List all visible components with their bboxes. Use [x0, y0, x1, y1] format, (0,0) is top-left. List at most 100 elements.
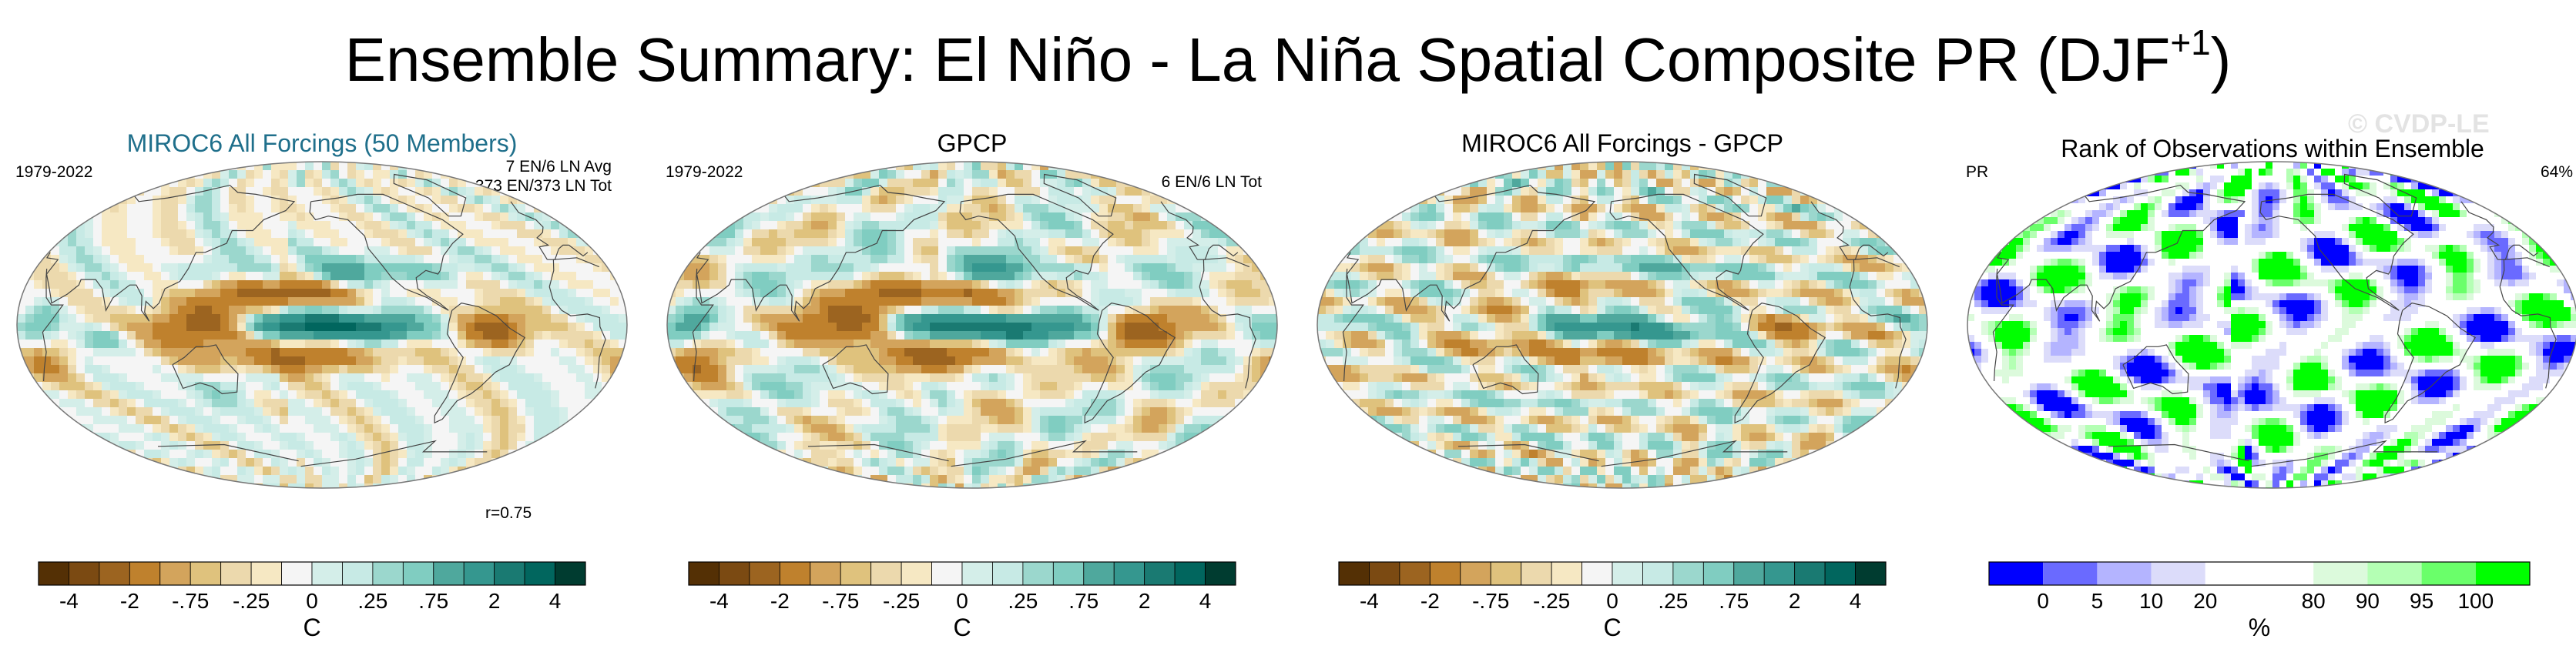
- coastline-au: [2122, 344, 2189, 395]
- colorbar-tick-label: .75: [418, 589, 448, 613]
- colorbar-swatch: [1521, 561, 1552, 586]
- coastline-eu: [510, 201, 550, 260]
- colorbar-swatch: [524, 561, 555, 586]
- colorbar-swatch: [840, 561, 872, 586]
- colorbar-unit: C: [1603, 614, 1621, 641]
- colorbar-tick-label: 0: [956, 589, 968, 613]
- colorbar-swatch: [1022, 561, 1054, 586]
- colorbar-unit: %: [2249, 614, 2270, 641]
- coastline-sa: [1734, 303, 1826, 424]
- coastline-eu: [696, 184, 946, 322]
- colorbar-unit: C: [303, 614, 320, 641]
- event-count-total: 373 EN/373 LN Tot: [475, 177, 612, 195]
- colorbar-tick-label: 2: [1139, 589, 1151, 613]
- panel-miroc6: MIROC6 All Forcings (50 Members) 1979-20…: [0, 0, 644, 659]
- colorbar-swatch: [719, 561, 750, 586]
- colorbar-swatch: [1672, 561, 1704, 586]
- colorbar-swatch: [1369, 561, 1400, 586]
- colorbar-swatch: [402, 561, 434, 586]
- colorbar-tick-label: 0: [2037, 589, 2049, 613]
- colorbar-swatch: [2475, 562, 2530, 585]
- coastline-eu: [45, 184, 296, 322]
- panel-title: GPCP: [937, 129, 1008, 157]
- colorbar-tick-label: -.75: [1472, 589, 1509, 613]
- colorbar-tick-label: -.25: [883, 589, 920, 613]
- colorbar-swatch: [433, 561, 465, 586]
- colorbar-swatch: [1113, 561, 1145, 586]
- colorbar-swatch: [69, 561, 100, 586]
- coastline-an: [300, 440, 488, 467]
- coastline-an: [2251, 440, 2438, 467]
- coastline-eu: [547, 244, 589, 260]
- coastline-eu: [1197, 244, 1239, 260]
- coastline-eu: [1996, 184, 2246, 322]
- colorbar-swatch: [779, 561, 811, 586]
- map-border: [1317, 161, 1928, 489]
- coastline-af: [1849, 286, 1907, 389]
- map-border: [666, 161, 1278, 489]
- colorbar-tick-label: -4: [709, 589, 729, 613]
- colorbar-swatch: [1989, 562, 2044, 585]
- variable-label: PR: [1966, 163, 1989, 181]
- colorbar: 0 5 10 20 80 90 95 100%: [1988, 561, 2531, 641]
- map: [1967, 161, 2576, 489]
- figure-title: Ensemble Summary: El Niño - La Niña Spat…: [344, 22, 2232, 94]
- colorbar-swatch: [190, 561, 222, 586]
- colorbar-tick-label: 5: [2091, 589, 2104, 613]
- colorbar-tick-label: 20: [2193, 589, 2217, 613]
- colorbar-tick-label: 0: [1606, 589, 1618, 613]
- panel-difference: MIROC6 All Forcings - GPCP -4 -2 -.75 -.25 0…: [1300, 0, 1944, 659]
- colorbar-tick-label: .75: [1719, 589, 1749, 613]
- colorbar-swatch: [992, 561, 1024, 586]
- period-label: 1979-2022: [666, 163, 743, 181]
- colorbar-tick-label: -4: [59, 589, 79, 613]
- percent-label: 64%: [2540, 163, 2573, 181]
- coastline-af: [2499, 286, 2557, 389]
- colorbar-swatch: [2097, 562, 2152, 585]
- coastline-eu: [1346, 184, 1596, 322]
- colorbar-tick-label: -2: [1420, 589, 1440, 613]
- colorbar: -4 -2 -.75 -.25 0 .25 .75 2 4 C: [38, 561, 586, 641]
- coastline-au: [1472, 344, 1539, 395]
- coastline-an: [1457, 443, 1599, 462]
- colorbar-tick-label: -2: [120, 589, 139, 613]
- colorbar-tick-label: 2: [488, 589, 501, 613]
- coastline-an: [2108, 443, 2249, 462]
- colorbar-swatch: [1581, 561, 1613, 586]
- colorbar-swatch: [250, 561, 282, 586]
- pattern-correlation: r=0.75: [485, 504, 532, 522]
- colorbar-tick-label: 80: [2302, 589, 2326, 613]
- colorbar-tick-label: 4: [1199, 589, 1212, 613]
- colorbar-swatch: [2151, 562, 2205, 585]
- coastline-af: [42, 268, 64, 382]
- colorbar-tick-label: -.75: [822, 589, 859, 613]
- map: [1317, 161, 1928, 489]
- event-count-total: 6 EN/6 LN Tot: [1161, 173, 1262, 191]
- colorbar-swatch: [1551, 561, 1582, 586]
- panel-title: Rank of Observations within Ensemble: [2061, 135, 2484, 162]
- colorbar-tick-label: -.25: [233, 589, 270, 613]
- colorbar-swatch: [1429, 561, 1461, 586]
- coastline-sa: [434, 303, 526, 424]
- colorbar-swatch: [372, 561, 404, 586]
- coastline-gr: [393, 173, 467, 217]
- colorbar-swatch: [463, 561, 495, 586]
- coastline-af: [1199, 286, 1256, 389]
- colorbar-swatch: [1399, 561, 1431, 586]
- coastline-eu: [2460, 201, 2501, 260]
- colorbar-tick-label: .75: [1068, 589, 1098, 613]
- colorbar-swatch: [1855, 561, 1887, 586]
- colorbar-swatch: [931, 561, 963, 586]
- coastline-an: [807, 443, 949, 462]
- coastline-au: [172, 344, 239, 395]
- colorbar-tick-label: 10: [2139, 589, 2163, 613]
- colorbar-swatch: [1338, 561, 1370, 586]
- colorbar-swatch: [1642, 561, 1674, 586]
- colorbar-swatch: [1702, 561, 1735, 586]
- coastline-af: [1342, 268, 1364, 382]
- colorbar-tick-label: .25: [1658, 589, 1688, 613]
- coastline-an: [1601, 440, 1788, 467]
- colorbar-swatch: [2259, 562, 2314, 585]
- colorbar-swatch: [1763, 561, 1796, 586]
- coastline-na: [2259, 193, 2414, 311]
